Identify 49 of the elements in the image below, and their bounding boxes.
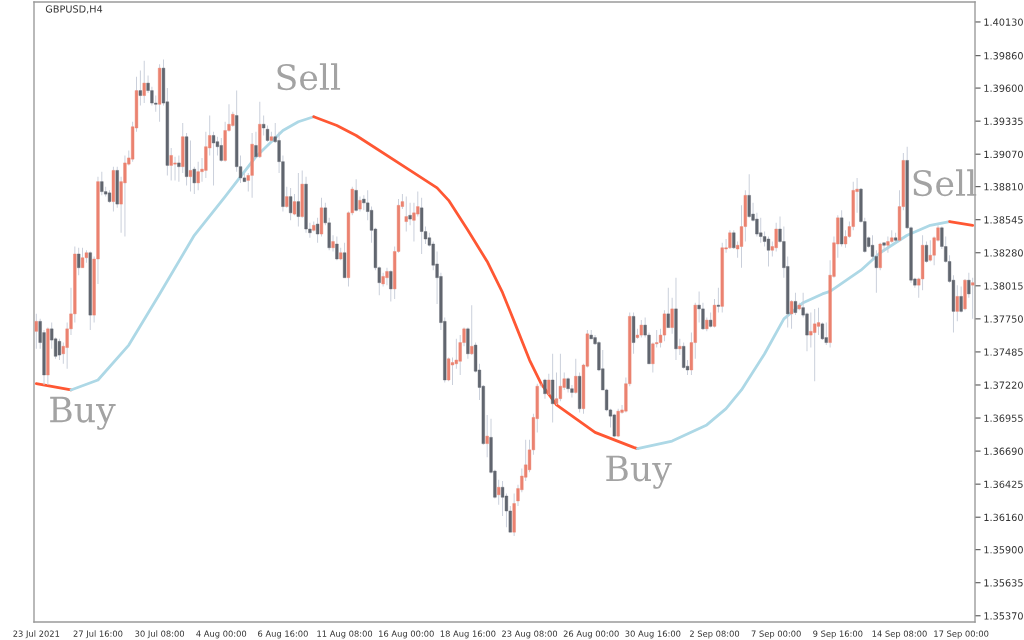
x-tick-label: 2 Sep 08:00	[689, 630, 740, 639]
x-tick-label: 30 Jul 08:00	[135, 630, 185, 639]
y-tick-label: 1.40130	[984, 18, 1023, 26]
annotation: Buy	[606, 455, 672, 489]
chart-title: GBPUSD,H4	[45, 5, 103, 14]
y-tick-label: 1.39335	[984, 117, 1023, 125]
candlestick	[177, 155, 181, 182]
y-tick-label: 1.39600	[984, 84, 1023, 92]
x-tick-label: 18 Aug 16:00	[440, 630, 496, 639]
y-tick-label: 1.36160	[984, 513, 1023, 522]
y-tick-label: 1.39860	[984, 52, 1023, 60]
x-tick-label: 23 Jul 2021	[13, 630, 60, 639]
x-tick-label: 14 Sep 08:00	[872, 630, 927, 639]
y-tick-label: 1.38280	[984, 249, 1023, 257]
y-tick-label: 1.35370	[984, 612, 1023, 620]
y-tick-label: 1.36425	[984, 480, 1023, 488]
y-tick-label: 1.36690	[984, 447, 1023, 455]
x-tick-label: 4 Aug 00:00	[196, 630, 247, 639]
annotation: Sell	[277, 63, 341, 91]
x-tick-label: 9 Sep 16:00	[813, 630, 863, 639]
y-tick-label: 1.37220	[984, 381, 1023, 389]
y-tick-label: 1.38545	[984, 216, 1023, 224]
candlestick	[470, 305, 474, 356]
x-tick-label: 16 Aug 00:00	[379, 630, 434, 639]
y-tick-label: 1.39070	[984, 150, 1023, 159]
x-tick-label: 7 Sep 00:00	[751, 630, 801, 639]
candlestick	[716, 287, 720, 313]
y-tick-label: 1.35900	[984, 546, 1023, 554]
x-tick-label: 30 Aug 16:00	[625, 630, 681, 639]
x-tick-label: 26 Aug 00:00	[563, 630, 619, 639]
line-series	[312, 115, 639, 450]
x-tick-label: 27 Jul 16:00	[73, 630, 123, 639]
x-tick-label: 23 Aug 08:00	[502, 630, 558, 639]
candlestick	[138, 70, 142, 106]
x-tick-label: 17 Sep 00:00	[934, 630, 989, 639]
candlestick	[971, 277, 975, 319]
x-tick-label: 6 Aug 16:00	[258, 630, 308, 639]
y-tick-label: 1.38810	[984, 183, 1023, 191]
y-tick-label: 1.36955	[984, 414, 1023, 422]
y-tick-label: 1.35635	[984, 579, 1023, 587]
y-tick-label: 1.37485	[984, 348, 1023, 356]
y-tick-label: 1.38015	[984, 282, 1023, 290]
candlestick	[404, 196, 408, 232]
y-tick-label: 1.37750	[984, 315, 1023, 323]
line-series	[636, 220, 951, 450]
x-tick-label: 11 Aug 08:00	[317, 630, 373, 639]
line-series	[69, 115, 316, 392]
candlestick	[188, 140, 193, 192]
annotation: Buy	[50, 396, 116, 430]
